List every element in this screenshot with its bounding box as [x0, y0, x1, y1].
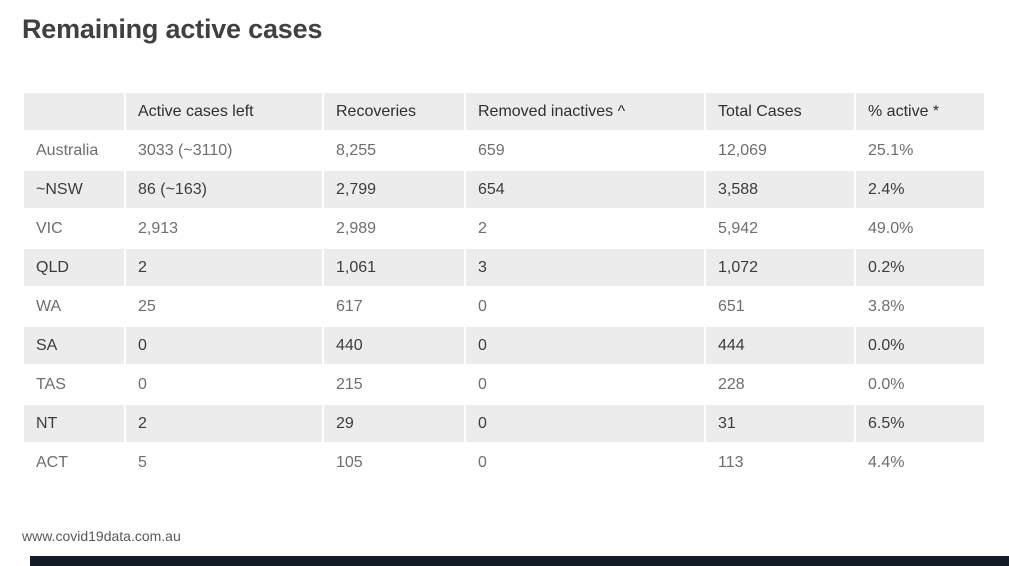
- active-cell: 2: [126, 405, 322, 442]
- table-row-sa: SA 0 440 0 444 0.0%: [24, 327, 984, 364]
- table-row-act: ACT 5 105 0 113 4.4%: [24, 444, 984, 481]
- active-cell: 3033 (~3110): [126, 132, 322, 169]
- active-cell: 2: [126, 249, 322, 286]
- table-row-tas: TAS 0 215 0 228 0.0%: [24, 366, 984, 403]
- pct-active-cell: 3.8%: [856, 288, 984, 325]
- recoveries-cell: 1,061: [324, 249, 464, 286]
- total-cell: 5,942: [706, 210, 854, 247]
- pct-active-cell: 0.0%: [856, 366, 984, 403]
- state-cell: VIC: [24, 210, 124, 247]
- active-cell: 0: [126, 327, 322, 364]
- pct-active-cell: 49.0%: [856, 210, 984, 247]
- removed-cell: 0: [466, 327, 704, 364]
- active-cell: 86 (~163): [126, 171, 322, 208]
- col-header-removed-inactives: Removed inactives ^: [466, 93, 704, 130]
- total-cell: 31: [706, 405, 854, 442]
- total-cell: 113: [706, 444, 854, 481]
- col-header-recoveries: Recoveries: [324, 93, 464, 130]
- removed-cell: 3: [466, 249, 704, 286]
- total-cell: 651: [706, 288, 854, 325]
- page-title: Remaining active cases: [22, 14, 323, 44]
- table-row-wa: WA 25 617 0 651 3.8%: [24, 288, 984, 325]
- table-row-vic: VIC 2,913 2,989 2 5,942 49.0%: [24, 210, 984, 247]
- recoveries-cell: 8,255: [324, 132, 464, 169]
- removed-cell: 2: [466, 210, 704, 247]
- state-cell: WA: [24, 288, 124, 325]
- total-cell: 3,588: [706, 171, 854, 208]
- state-cell: QLD: [24, 249, 124, 286]
- recoveries-cell: 617: [324, 288, 464, 325]
- state-cell: Australia: [24, 132, 124, 169]
- recoveries-cell: 440: [324, 327, 464, 364]
- recoveries-cell: 2,989: [324, 210, 464, 247]
- table-row-australia: Australia 3033 (~3110) 8,255 659 12,069 …: [24, 132, 984, 169]
- pct-active-cell: 25.1%: [856, 132, 984, 169]
- table-row-nt: NT 2 29 0 31 6.5%: [24, 405, 984, 442]
- pct-active-cell: 0.2%: [856, 249, 984, 286]
- pct-active-cell: 6.5%: [856, 405, 984, 442]
- removed-cell: 0: [466, 405, 704, 442]
- active-cell: 25: [126, 288, 322, 325]
- recoveries-cell: 215: [324, 366, 464, 403]
- removed-cell: 0: [466, 366, 704, 403]
- total-cell: 12,069: [706, 132, 854, 169]
- removed-cell: 0: [466, 288, 704, 325]
- table-row-nsw: ~NSW 86 (~163) 2,799 654 3,588 2.4%: [24, 171, 984, 208]
- total-cell: 444: [706, 327, 854, 364]
- active-cell: 5: [126, 444, 322, 481]
- pct-active-cell: 2.4%: [856, 171, 984, 208]
- recoveries-cell: 29: [324, 405, 464, 442]
- removed-cell: 0: [466, 444, 704, 481]
- col-header-state: [24, 93, 124, 130]
- total-cell: 1,072: [706, 249, 854, 286]
- state-cell: NT: [24, 405, 124, 442]
- header-row: Active cases left Recoveries Removed ina…: [24, 93, 984, 130]
- state-cell: ~NSW: [24, 171, 124, 208]
- state-cell: TAS: [24, 366, 124, 403]
- col-header-pct-active: % active *: [856, 93, 984, 130]
- table-row-qld: QLD 2 1,061 3 1,072 0.2%: [24, 249, 984, 286]
- recoveries-cell: 105: [324, 444, 464, 481]
- removed-cell: 654: [466, 171, 704, 208]
- col-header-active-cases-left: Active cases left: [126, 93, 322, 130]
- data-table: Active cases left Recoveries Removed ina…: [22, 91, 986, 483]
- state-cell: SA: [24, 327, 124, 364]
- total-cell: 228: [706, 366, 854, 403]
- recoveries-cell: 2,799: [324, 171, 464, 208]
- source-url: www.covid19data.com.au: [22, 528, 181, 544]
- active-cell: 0: [126, 366, 322, 403]
- pct-active-cell: 0.0%: [856, 327, 984, 364]
- pct-active-cell: 4.4%: [856, 444, 984, 481]
- bottom-bar: [30, 556, 1009, 566]
- state-cell: ACT: [24, 444, 124, 481]
- active-cell: 2,913: [126, 210, 322, 247]
- col-header-total-cases: Total Cases: [706, 93, 854, 130]
- removed-cell: 659: [466, 132, 704, 169]
